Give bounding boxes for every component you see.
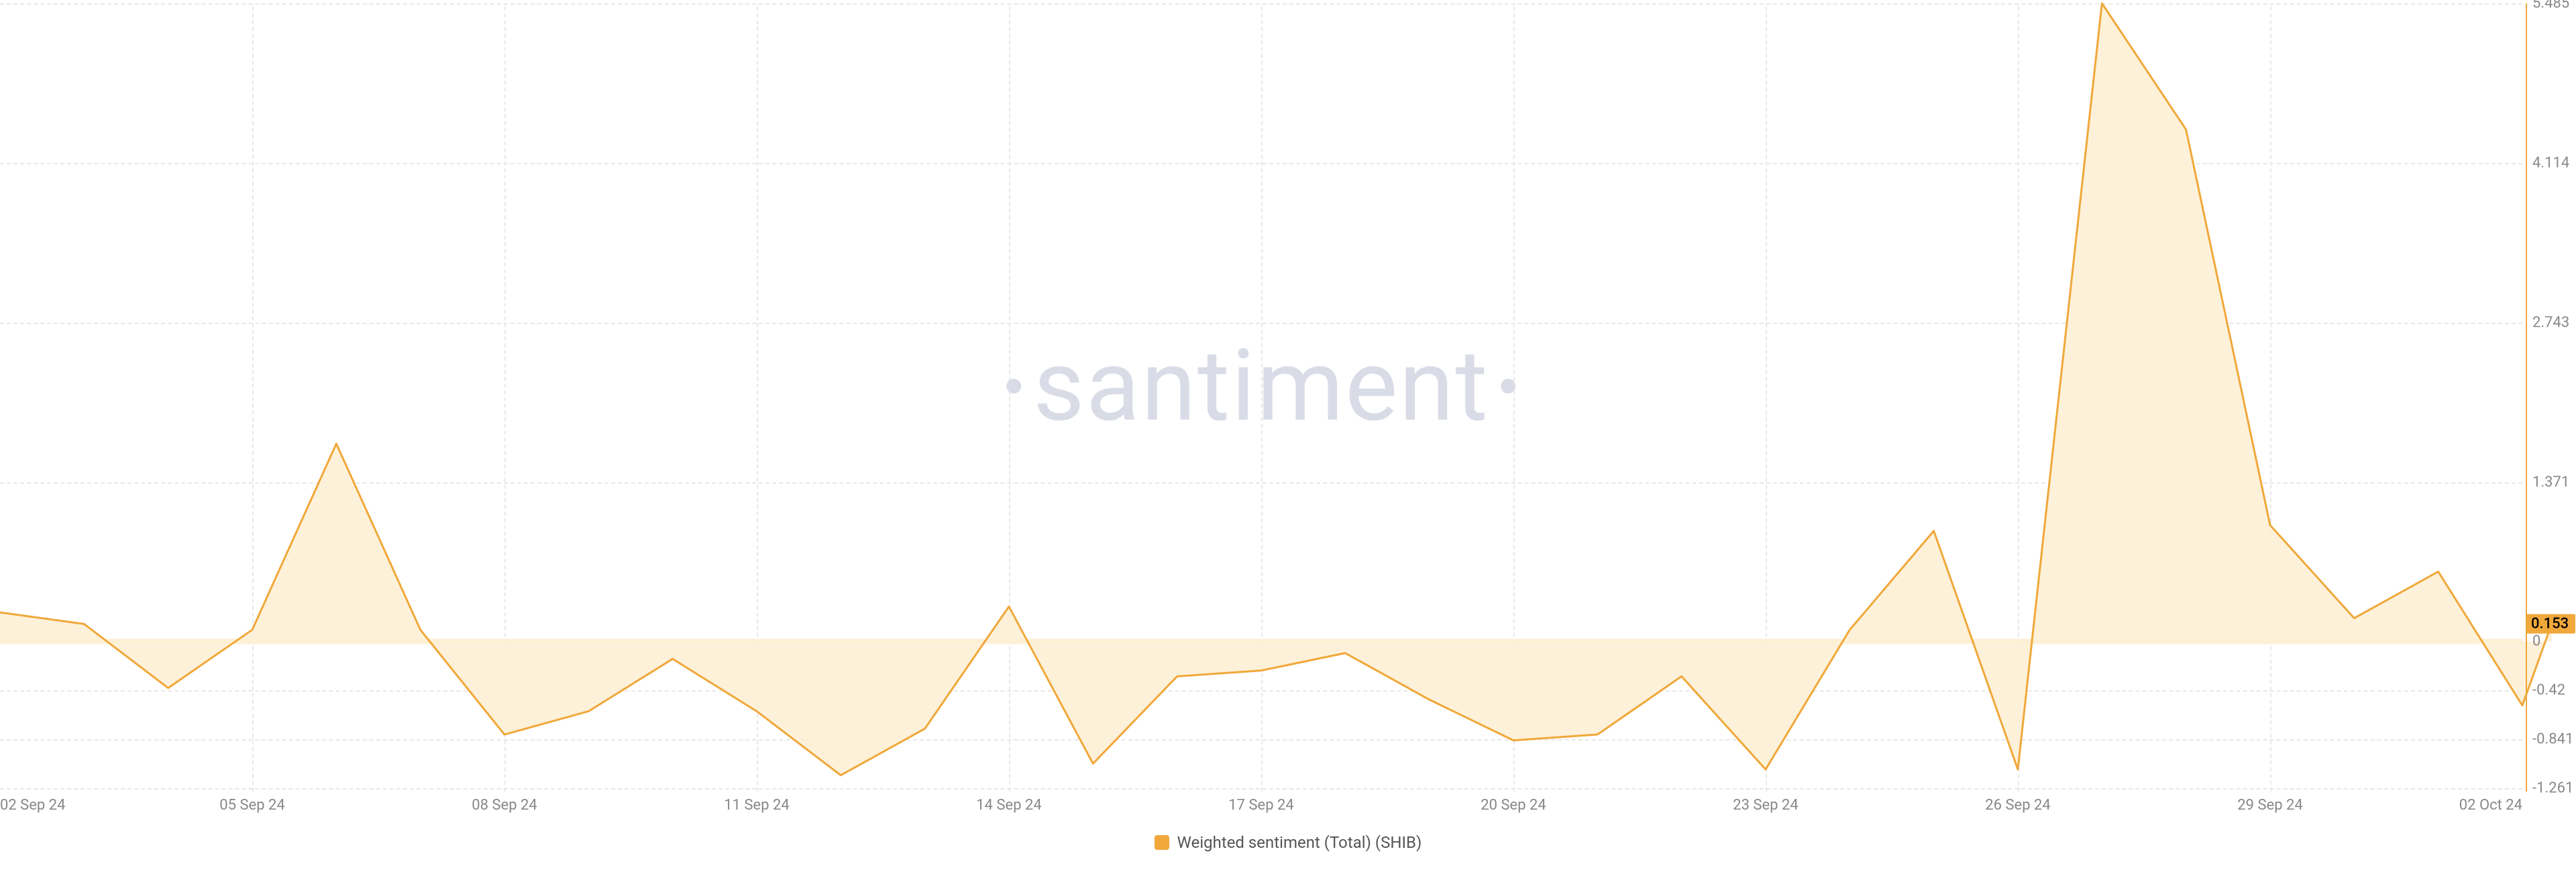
series-area [0, 3, 2522, 795]
x-tick-label: 17 Sep 24 [1228, 797, 1293, 814]
y-tick-label: 1.371 [2532, 474, 2569, 490]
x-tick-label: 20 Sep 24 [1481, 797, 1546, 814]
legend-item[interactable]: Weighted sentiment (Total) (SHIB) [1155, 833, 1422, 852]
y-tick-label: 5.485 [2532, 0, 2569, 12]
y-axis-line [2526, 3, 2527, 792]
x-axis: 02 Sep 24 05 Sep 24 08 Sep 24 11 Sep 24 14 S… [0, 792, 2522, 818]
y-tick-label: -0.42 [2532, 682, 2565, 699]
y-tick-label: -1.261 [2532, 780, 2573, 797]
y-tick-label: 0 [2532, 633, 2540, 650]
x-tick-label: 29 Sep 24 [2237, 797, 2302, 814]
legend-swatch [1155, 835, 1169, 850]
x-tick-label: 02 Oct 24 [2459, 797, 2522, 814]
y-axis: 5.4854.1142.7431.3710-0.42-0.841-1.261 0… [2526, 3, 2576, 788]
sentiment-chart: santiment 5.485 4.114 2.743 1.371 0 -0.42 -0.8… [0, 0, 2576, 872]
endpoint-value-badge: 0.153 [2526, 614, 2575, 633]
plot-area[interactable]: santiment [0, 3, 2522, 788]
y-tick-label: 4.114 [2532, 154, 2569, 171]
x-tick-label: 11 Sep 24 [724, 797, 789, 814]
x-tick-label: 26 Sep 24 [1985, 797, 2050, 814]
y-tick-label: 2.743 [2532, 314, 2569, 331]
y-tick-label: -0.841 [2532, 731, 2573, 748]
x-tick-label: 08 Sep 24 [472, 797, 537, 814]
x-tick-label: 05 Sep 24 [219, 797, 284, 814]
x-tick-label: 23 Sep 24 [1733, 797, 1798, 814]
legend: Weighted sentiment (Total) (SHIB) [0, 833, 2576, 853]
x-tick-label: 14 Sep 24 [976, 797, 1041, 814]
legend-label: Weighted sentiment (Total) (SHIB) [1177, 833, 1422, 852]
x-tick-label: 02 Sep 24 [0, 797, 65, 814]
